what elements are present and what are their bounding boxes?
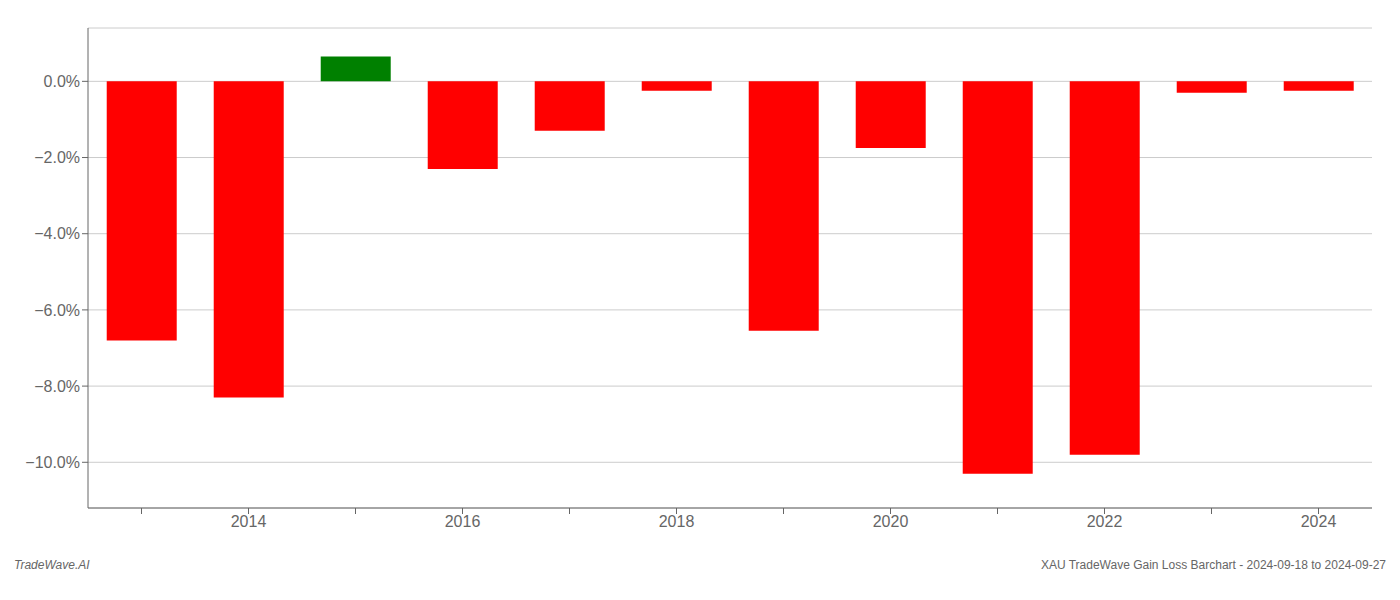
svg-text:2022: 2022 — [1087, 513, 1123, 530]
svg-text:2020: 2020 — [873, 513, 909, 530]
svg-text:−6.0%: −6.0% — [34, 302, 80, 319]
svg-text:2014: 2014 — [231, 513, 267, 530]
svg-text:2024: 2024 — [1301, 513, 1337, 530]
html-text:TradeWave.AI: TradeWave.AI — [14, 558, 90, 572]
svg-text:−2.0%: −2.0% — [34, 149, 80, 166]
html-text:XAU TradeWave Gain Loss Barcha: XAU TradeWave Gain Loss Barchart - 2024-… — [1040, 558, 1386, 572]
svg-text:2016: 2016 — [445, 513, 481, 530]
svg-text:2018: 2018 — [659, 513, 695, 530]
svg-text:−8.0%: −8.0% — [34, 378, 80, 395]
svg-text:0.0%: 0.0% — [44, 73, 80, 90]
svg-text:−10.0%: −10.0% — [25, 454, 80, 471]
svg-text:−4.0%: −4.0% — [34, 225, 80, 242]
